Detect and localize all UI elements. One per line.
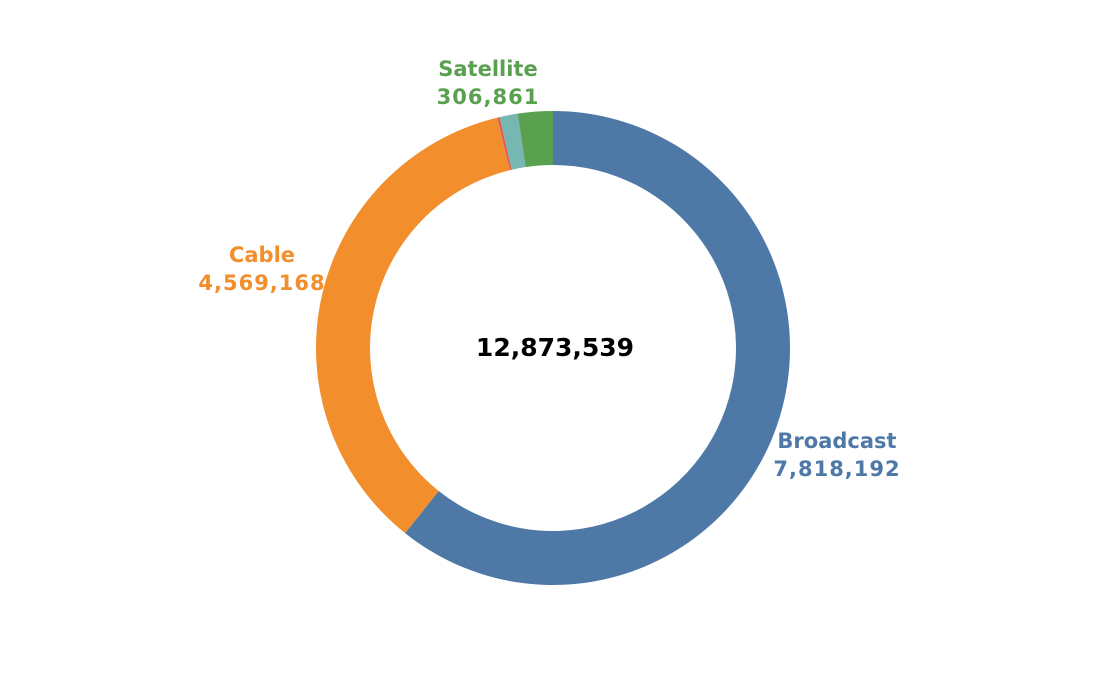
total-label: 12,873,539 — [476, 333, 634, 362]
broadcast-value-label: 7,818,192 — [773, 457, 900, 481]
donut-slices — [316, 111, 791, 585]
satellite-name-label: Satellite — [438, 57, 537, 81]
donut-slice-minor-2 — [497, 117, 512, 171]
donut-slice-satellite — [517, 111, 553, 168]
donut-slice-minor-3 — [499, 113, 526, 170]
cable-value-label: 4,569,168 — [198, 271, 325, 295]
donut-slice-cable — [316, 117, 510, 534]
broadcast-name-label: Broadcast — [777, 429, 896, 453]
satellite-value-label: 306,861 — [437, 85, 540, 109]
donut-slice-broadcast — [405, 111, 791, 585]
cable-name-label: Cable — [229, 243, 295, 267]
